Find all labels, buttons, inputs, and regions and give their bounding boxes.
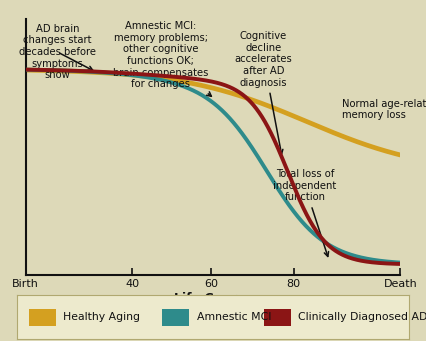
Bar — [264, 309, 291, 326]
X-axis label: Life Course: Life Course — [173, 292, 253, 305]
Text: Normal age-related
memory loss: Normal age-related memory loss — [343, 99, 426, 120]
Bar — [29, 309, 56, 326]
Text: Amnestic MCI: Amnestic MCI — [196, 312, 271, 322]
Text: AD brain
changes start
decades before
symptoms
show: AD brain changes start decades before sy… — [19, 24, 96, 80]
Text: Healthy Aging: Healthy Aging — [63, 312, 140, 322]
Text: Amnestic MCI:
memory problems;
other cognitive
functions OK;
brain compensates
f: Amnestic MCI: memory problems; other cog… — [113, 21, 211, 96]
Bar — [162, 309, 190, 326]
Text: Clinically Diagnosed AD: Clinically Diagnosed AD — [299, 312, 426, 322]
Text: Cognitive
decline
accelerates
after AD
diagnosis: Cognitive decline accelerates after AD d… — [235, 31, 293, 154]
Text: Total loss of
independent
function: Total loss of independent function — [273, 169, 337, 256]
